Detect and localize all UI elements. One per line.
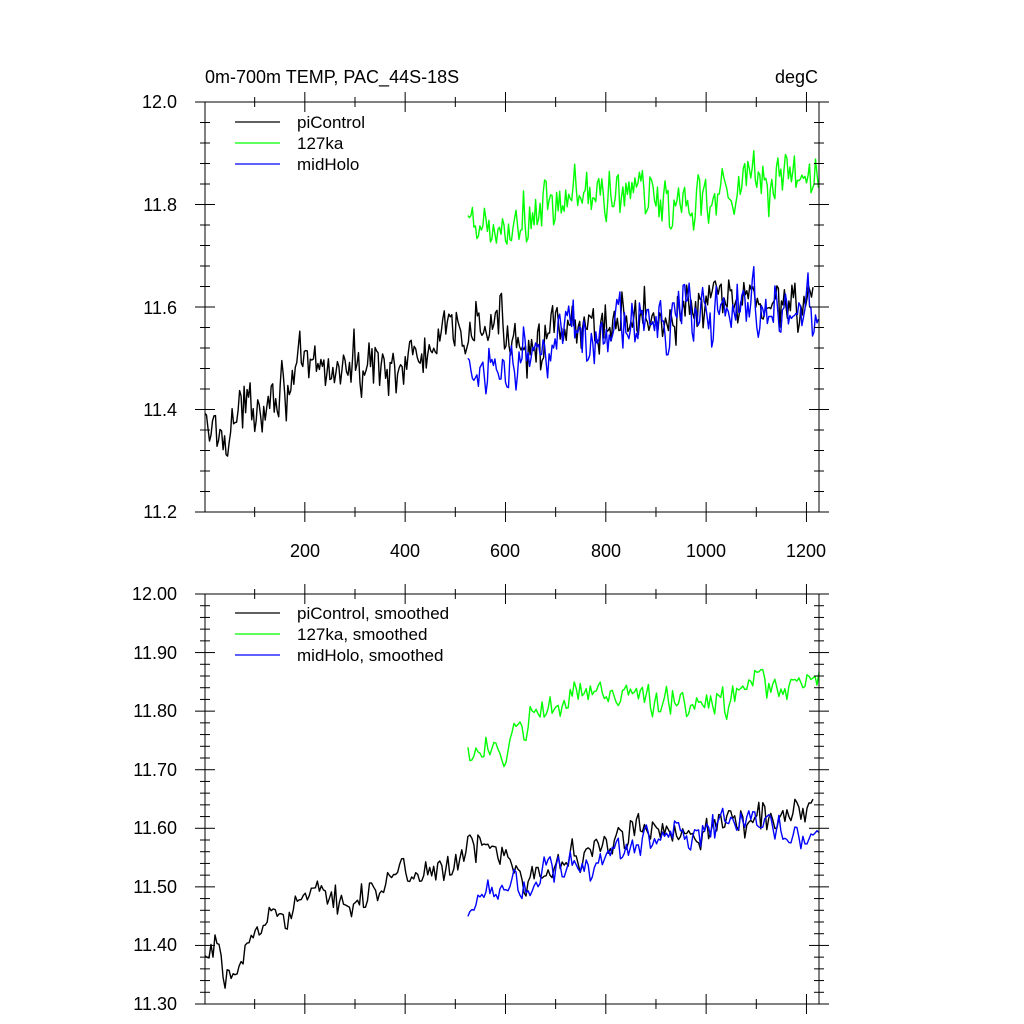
bottom-y-tick-label: 11.40 xyxy=(133,935,177,955)
top-y-tick-label: 11.4 xyxy=(143,400,177,420)
top-x-tick-label: 600 xyxy=(490,541,520,561)
top-series-line-127ka xyxy=(467,150,820,245)
legend-label-midholo-smoothed: midHolo, smoothed xyxy=(297,646,443,665)
top-chart-legend: piControl 127ka midHolo xyxy=(235,113,365,174)
bottom-y-tick-label: 11.70 xyxy=(133,760,177,780)
bottom-y-tick-label: 11.90 xyxy=(133,643,177,663)
top-series-line-picontrol xyxy=(204,279,814,457)
bottom-y-tick-label: 12.00 xyxy=(132,584,177,604)
bottom-chart-legend: piControl, smoothed 127ka, smoothed midH… xyxy=(235,604,449,665)
top-x-tick-label: 400 xyxy=(390,541,420,561)
top-chart-title: 0m-700m TEMP, PAC_44S-18S xyxy=(205,67,459,88)
legend-label-midholo: midHolo xyxy=(297,155,359,174)
legend-label-127ka: 127ka xyxy=(297,134,344,153)
bottom-y-tick-label: 11.50 xyxy=(133,877,177,897)
top-series-line-midholo xyxy=(467,266,820,395)
top-x-tick-label: 800 xyxy=(591,541,621,561)
top-chart-series xyxy=(204,150,820,457)
bottom-chart-panel: 11.30 11.40 11.50 11.60 11.70 11.80 11.9… xyxy=(132,584,829,1014)
bottom-series-line-127ka-smoothed xyxy=(467,668,820,768)
top-chart-units: degC xyxy=(775,67,818,87)
bottom-series-line-midholo-smoothed xyxy=(467,807,820,917)
bottom-chart-frame xyxy=(204,593,820,1005)
bottom-chart-ticks xyxy=(195,584,829,1014)
top-y-tick-label: 11.8 xyxy=(143,195,177,215)
legend-label-picontrol: piControl xyxy=(297,113,365,132)
top-y-tick-label: 11.2 xyxy=(143,502,177,522)
top-y-tick-label: 11.6 xyxy=(143,298,177,318)
top-y-tick-label: 12.0 xyxy=(142,92,177,112)
bottom-series-line-picontrol-smoothed xyxy=(204,798,814,989)
legend-label-picontrol-smoothed: piControl, smoothed xyxy=(297,604,449,623)
bottom-y-tick-label: 11.30 xyxy=(133,994,177,1014)
legend-label-127ka-smoothed: 127ka, smoothed xyxy=(297,625,427,644)
top-x-tick-label: 200 xyxy=(290,541,320,561)
top-chart-panel: 0m-700m TEMP, PAC_44S-18S degC 11.2 11.4… xyxy=(142,67,829,561)
bottom-y-tick-label: 11.80 xyxy=(133,701,177,721)
bottom-chart-series xyxy=(204,668,820,989)
top-chart-ticks xyxy=(195,92,829,522)
top-x-tick-label: 1200 xyxy=(786,541,826,561)
bottom-y-tick-label: 11.60 xyxy=(133,818,177,838)
top-x-tick-label: 1000 xyxy=(686,541,726,561)
